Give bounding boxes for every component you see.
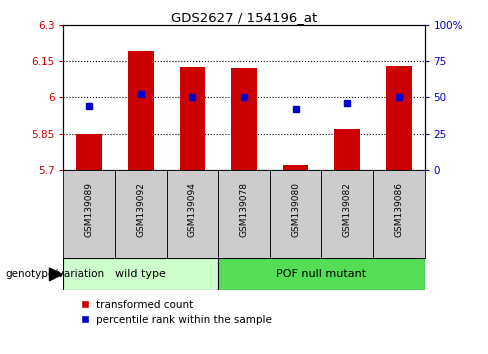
Legend: transformed count, percentile rank within the sample: transformed count, percentile rank withi… (76, 296, 276, 329)
Bar (115, 170, 166, 258)
Text: GSM139086: GSM139086 (394, 182, 403, 237)
Bar (334, 129, 360, 170)
Bar (218, 170, 270, 258)
Text: GSM139078: GSM139078 (240, 182, 248, 237)
Bar (76, 133, 102, 170)
Bar (231, 68, 257, 170)
Bar (270, 170, 322, 258)
Bar (373, 170, 425, 258)
Bar (128, 51, 154, 170)
Text: GSM139080: GSM139080 (291, 182, 300, 237)
Text: GSM139094: GSM139094 (188, 182, 197, 237)
Bar (63, 258, 218, 290)
Text: GSM139082: GSM139082 (343, 182, 352, 237)
Bar (283, 165, 308, 170)
Text: genotype/variation: genotype/variation (5, 269, 104, 279)
Bar (166, 170, 218, 258)
Text: GSM139092: GSM139092 (136, 182, 145, 237)
Text: wild type: wild type (115, 269, 166, 279)
Text: GSM139089: GSM139089 (85, 182, 94, 237)
Polygon shape (49, 268, 62, 281)
Bar (386, 66, 412, 170)
Bar (180, 67, 205, 170)
Title: GDS2627 / 154196_at: GDS2627 / 154196_at (171, 11, 317, 24)
Text: POF null mutant: POF null mutant (276, 269, 366, 279)
Bar (322, 170, 373, 258)
Bar (218, 258, 425, 290)
Bar (63, 170, 115, 258)
